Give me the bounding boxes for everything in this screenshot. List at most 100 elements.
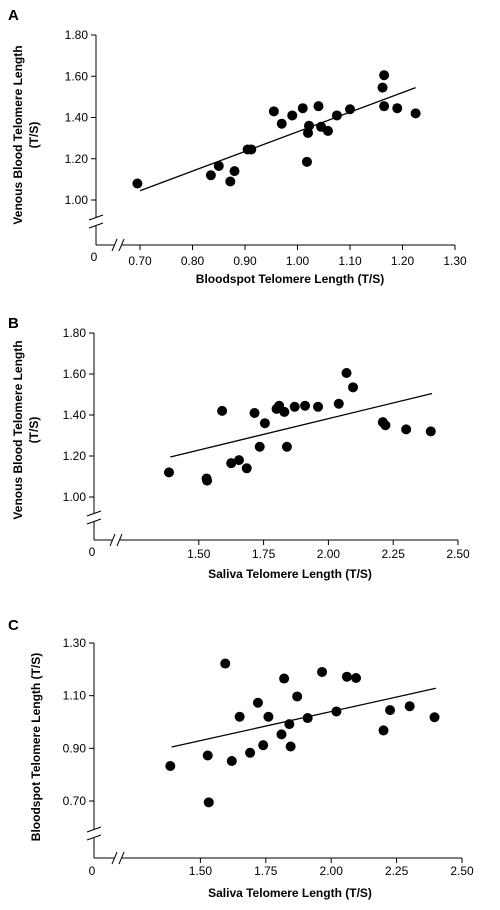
- data-point: [377, 82, 388, 93]
- data-point: [379, 70, 390, 81]
- x-axis-break-mark: [111, 238, 118, 252]
- data-point: [259, 418, 270, 429]
- data-point: [226, 458, 237, 469]
- data-point: [322, 125, 333, 136]
- y-tick-label: 1.40: [65, 111, 89, 125]
- x-axis-break-mark: [111, 851, 118, 865]
- data-point: [276, 729, 287, 740]
- x-origin-label: 0: [89, 864, 96, 878]
- data-point: [225, 176, 236, 187]
- data-point: [217, 405, 228, 416]
- data-point: [279, 673, 290, 684]
- y-tick-label: 0.90: [63, 741, 87, 755]
- y-tick-label: 1.60: [65, 69, 89, 83]
- data-point: [292, 691, 303, 702]
- x-tick-label: 1.50: [187, 547, 211, 561]
- data-point: [313, 401, 324, 412]
- data-point: [392, 103, 403, 114]
- data-point: [245, 747, 256, 758]
- x-tick-label: 2.00: [317, 547, 341, 561]
- chart-panel-b: B 1.00 1.20 1.40 1.60 1.80 1.50 1.75 2.00 2.25 2.5…: [8, 315, 470, 581]
- data-point: [252, 697, 263, 708]
- y-axis-break-mark: [86, 510, 102, 517]
- data-point: [258, 740, 269, 751]
- chart-panel-a: A 1.00 1.20 1.40 1.60 1.80 0.70 0.80 0.90 1.00 1.1…: [8, 7, 467, 286]
- x-tick-label: 2.50: [446, 547, 470, 561]
- data-point: [429, 712, 440, 723]
- x-tick-label: 1.10: [338, 254, 362, 268]
- y-axis-break-mark: [86, 518, 102, 525]
- data-point: [233, 455, 244, 466]
- y-tick-label: 1.10: [63, 689, 87, 703]
- data-point: [203, 797, 214, 808]
- y-tick-label: 1.80: [65, 28, 89, 42]
- x-tick-label: 0.70: [128, 254, 152, 268]
- x-tick-label: 2.25: [382, 547, 406, 561]
- x-tick-label: 2.50: [450, 864, 474, 878]
- data-point: [276, 118, 287, 129]
- data-point: [404, 701, 415, 712]
- x-tick-label: 0.80: [181, 254, 205, 268]
- data-point: [333, 398, 344, 409]
- y-axis-break-mark: [88, 214, 104, 221]
- x-origin-label: 0: [89, 545, 96, 559]
- data-point: [279, 406, 290, 417]
- x-tick-label: 1.20: [391, 254, 415, 268]
- x-tick-label: 2.00: [320, 864, 344, 878]
- data-point: [331, 110, 342, 121]
- x-tick-label: 2.25: [385, 864, 409, 878]
- data-point: [378, 725, 389, 736]
- y-axis-title: Venous Blood Telomere Length: [11, 45, 25, 224]
- data-point: [401, 424, 412, 435]
- x-axis-title: Saliva Telomere Length (T/S): [208, 567, 372, 581]
- x-tick-label: 1.00: [286, 254, 310, 268]
- y-tick-label: 1.20: [63, 449, 87, 463]
- x-tick-label: 1.30: [443, 254, 467, 268]
- data-point: [345, 104, 355, 115]
- data-point: [289, 401, 300, 412]
- x-axis-break-mark: [118, 238, 125, 252]
- x-tick-label: 1.50: [189, 864, 213, 878]
- data-point: [297, 103, 308, 114]
- x-tick-label: 1.75: [252, 547, 276, 561]
- data-point: [385, 705, 396, 716]
- data-point: [268, 106, 279, 117]
- y-tick-label: 1.80: [63, 326, 87, 340]
- data-point: [234, 711, 245, 722]
- data-point: [317, 666, 328, 677]
- x-axis-break-mark: [118, 851, 125, 865]
- y-tick-label: 0.70: [63, 794, 87, 808]
- data-point: [410, 108, 421, 119]
- data-point: [285, 741, 296, 752]
- panel-label: B: [8, 315, 19, 332]
- x-tick-label: 1.75: [254, 864, 278, 878]
- y-axis-title-unit: (T/S): [27, 122, 41, 149]
- y-axis-title: Bloodspot Telomere Length (T/S): [29, 653, 43, 841]
- data-point: [229, 166, 240, 177]
- y-axis-break-mark: [86, 834, 102, 841]
- panel-label: A: [8, 7, 19, 24]
- x-axis-title: Saliva Telomere Length (T/S): [208, 886, 372, 900]
- data-point: [249, 407, 260, 418]
- data-point: [205, 170, 216, 181]
- data-point: [163, 467, 174, 478]
- y-tick-label: 1.40: [63, 408, 87, 422]
- data-point: [341, 671, 352, 682]
- data-point: [213, 160, 224, 171]
- data-point: [351, 673, 362, 684]
- data-point: [202, 475, 213, 486]
- data-point: [287, 110, 298, 121]
- chart-panel-c: C 0.70 0.90 1.10 1.30 1.50 1.75 2.00 2.25 2.50 0 Sa…: [8, 617, 474, 900]
- data-point: [281, 441, 292, 452]
- data-point: [263, 711, 274, 722]
- data-point: [302, 713, 313, 724]
- data-point: [348, 382, 359, 393]
- data-point: [380, 420, 391, 431]
- x-axis-title: Bloodspot Telomere Length (T/S): [196, 272, 384, 286]
- y-tick-label: 1.00: [65, 193, 89, 207]
- data-point: [379, 101, 390, 112]
- y-axis-break-mark: [86, 826, 102, 833]
- data-point: [425, 426, 436, 437]
- trend-line: [170, 392, 433, 458]
- data-point: [241, 463, 252, 474]
